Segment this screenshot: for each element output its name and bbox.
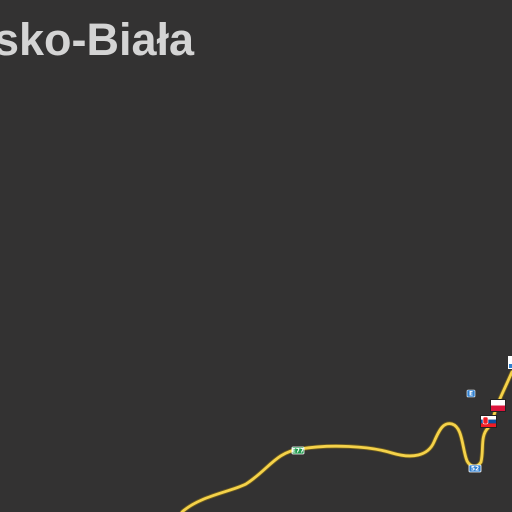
road-shield-52-label: 52 <box>471 466 479 473</box>
road-shield-e[interactable]: E <box>466 389 476 398</box>
road-shield-52-bg <box>468 464 482 473</box>
slovakia-coat-of-arms-icon <box>482 416 489 425</box>
poland-flag-red <box>491 405 505 411</box>
city-label[interactable]: sko-Biała <box>0 14 195 65</box>
road-shield-e77-label: E77 <box>292 448 304 455</box>
poland-flag-white <box>491 400 505 406</box>
slovakia-flag-icon[interactable] <box>480 415 497 428</box>
road-shield-e77[interactable]: E77 <box>291 446 305 455</box>
road-shield-e-label: E <box>469 391 473 398</box>
edge-marker-blue <box>509 364 512 368</box>
edge-marker-icon[interactable] <box>508 356 512 369</box>
slovakia-flag-red <box>481 423 496 427</box>
edge-marker-bg <box>508 356 512 369</box>
road-shield-e77-bg <box>291 446 305 455</box>
road-shield-e-bg <box>466 389 476 398</box>
slovakia-flag-blue <box>481 419 496 424</box>
slovakia-flag-white <box>481 416 496 420</box>
poland-flag-icon[interactable] <box>490 399 506 412</box>
road-shield-52[interactable]: 52 <box>468 464 482 473</box>
